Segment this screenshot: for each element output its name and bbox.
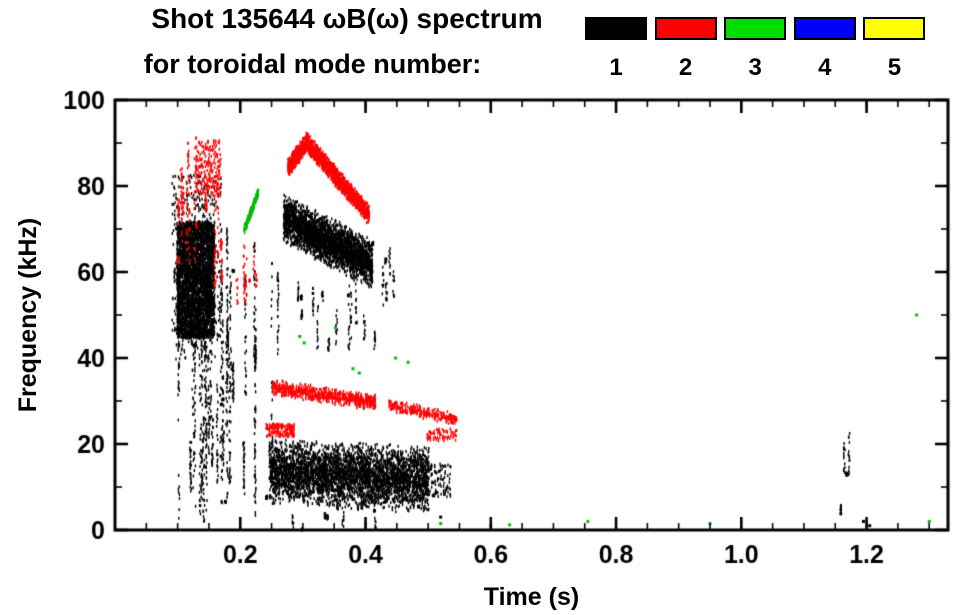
legend-swatch-2 <box>654 17 717 40</box>
plot-title-line2: for toroidal mode number: <box>143 49 482 79</box>
x-axis-label: Time (s) <box>483 583 580 611</box>
legend-label-1: 1 <box>609 54 623 81</box>
legend-label-4: 4 <box>818 54 832 81</box>
y-axis-label: Frequency (kHz) <box>14 217 42 413</box>
legend-swatch-5 <box>863 17 926 40</box>
legend-swatch-3 <box>724 17 787 40</box>
legend-swatch-4 <box>793 17 856 40</box>
legend-label-2: 2 <box>678 54 693 81</box>
legend-label-5: 5 <box>887 54 902 81</box>
legend-swatch-1 <box>585 17 647 40</box>
plot-title-line1: Shot 135644 ωB(ω) spectrum <box>151 3 543 34</box>
legend-label-3: 3 <box>748 54 762 81</box>
